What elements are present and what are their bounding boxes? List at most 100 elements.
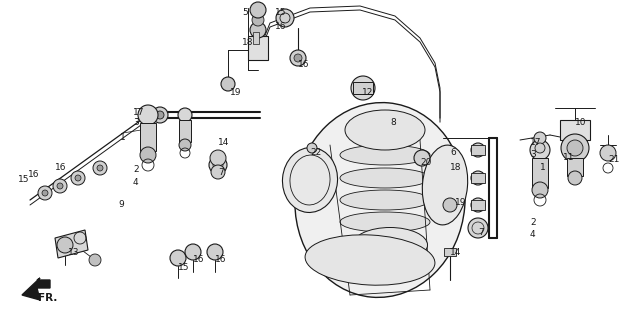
Circle shape [471,143,485,157]
Bar [532,158,548,188]
Bar [140,123,156,151]
Circle shape [209,156,227,174]
Text: 17: 17 [133,108,144,117]
Circle shape [170,250,186,266]
Circle shape [471,171,485,185]
Ellipse shape [340,190,430,210]
Circle shape [534,132,546,144]
Text: 4: 4 [530,230,536,239]
Circle shape [294,54,302,62]
Circle shape [210,150,226,166]
Text: 14: 14 [218,138,229,147]
Ellipse shape [282,148,337,212]
Text: 19: 19 [230,88,242,97]
Text: 11: 11 [563,153,575,162]
Circle shape [53,179,67,193]
Circle shape [568,171,582,185]
Text: 15: 15 [275,8,287,17]
Circle shape [38,186,52,200]
Text: 2: 2 [530,218,536,227]
Text: 20: 20 [420,158,431,167]
Text: 3: 3 [133,118,139,127]
Bar [560,120,590,140]
Circle shape [42,190,48,196]
Ellipse shape [345,110,425,150]
Circle shape [89,254,101,266]
Circle shape [57,237,73,253]
Text: 4: 4 [133,178,139,187]
Circle shape [211,165,225,179]
Bar [444,248,456,256]
Text: 12: 12 [362,88,373,97]
Text: 21: 21 [608,155,619,164]
Text: 14: 14 [450,248,461,257]
Text: 18: 18 [242,38,253,47]
Text: 7: 7 [478,228,484,237]
Circle shape [414,150,430,166]
Text: 13: 13 [68,248,80,257]
Circle shape [250,22,266,38]
Ellipse shape [340,168,430,188]
Circle shape [600,145,616,161]
Text: 22: 22 [310,148,322,157]
Circle shape [93,161,107,175]
Circle shape [207,244,223,260]
Bar [471,173,485,183]
Circle shape [535,143,545,153]
Ellipse shape [422,145,468,225]
Circle shape [138,105,158,125]
Text: 15: 15 [18,175,30,184]
Bar [471,200,485,210]
Circle shape [156,111,164,119]
Text: FR.: FR. [38,293,58,303]
Circle shape [185,244,201,260]
Text: 2: 2 [133,165,139,174]
Ellipse shape [353,228,427,262]
Text: 16: 16 [215,255,227,264]
Text: 1: 1 [540,163,546,172]
Circle shape [252,14,264,26]
Bar [567,158,583,176]
Text: 17: 17 [530,138,541,147]
Text: 7: 7 [218,168,223,177]
Text: 16: 16 [28,170,39,179]
Ellipse shape [340,212,430,232]
Circle shape [351,76,375,100]
Text: 16: 16 [275,22,287,31]
Text: 1: 1 [120,133,126,142]
Text: 3: 3 [530,150,536,159]
Circle shape [152,107,168,123]
Text: 16: 16 [193,255,204,264]
Circle shape [290,50,306,66]
Circle shape [97,165,103,171]
Ellipse shape [340,145,430,165]
Text: 15: 15 [178,263,189,272]
Circle shape [178,108,192,122]
Bar [471,145,485,155]
Bar [179,120,191,142]
Text: 16: 16 [55,163,66,172]
Polygon shape [22,278,50,300]
Circle shape [443,198,457,212]
Text: 18: 18 [450,163,461,172]
Circle shape [140,147,156,163]
Circle shape [75,175,81,181]
Circle shape [276,9,294,27]
Ellipse shape [295,103,465,297]
Circle shape [71,171,85,185]
Circle shape [530,140,550,160]
Circle shape [179,139,191,151]
Circle shape [532,182,548,198]
Bar [248,36,268,60]
Circle shape [307,143,317,153]
Bar [353,82,373,94]
Text: 16: 16 [298,60,310,69]
Text: 8: 8 [390,118,396,127]
Text: 5: 5 [242,8,248,17]
Circle shape [561,134,589,162]
Text: 6: 6 [450,148,456,157]
Circle shape [471,198,485,212]
Circle shape [567,140,583,156]
Circle shape [468,218,488,238]
Text: 9: 9 [118,200,123,209]
